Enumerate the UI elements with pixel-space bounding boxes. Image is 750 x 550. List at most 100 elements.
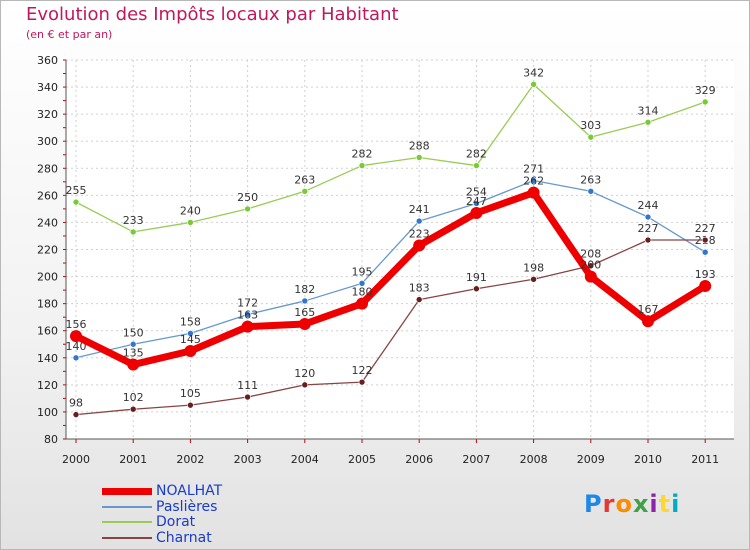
data-label: 156 <box>66 318 87 331</box>
data-label: 208 <box>580 248 601 261</box>
data-point <box>127 358 140 371</box>
data-point <box>358 280 366 287</box>
legend-label-dorat: Dorat <box>156 514 196 530</box>
data-point <box>644 213 652 221</box>
data-point <box>699 280 712 293</box>
data-label: 145 <box>180 333 201 346</box>
data-point <box>642 315 654 328</box>
y-tick-label: 240 <box>37 216 58 229</box>
data-label: 240 <box>180 204 201 217</box>
data-point <box>701 98 709 106</box>
data-label: 241 <box>409 203 430 216</box>
data-label: 303 <box>580 119 601 132</box>
y-tick-label: 220 <box>37 244 58 257</box>
x-tick-label: 2008 <box>520 453 548 466</box>
data-point <box>701 248 709 256</box>
data-label: 193 <box>695 268 716 281</box>
data-point <box>587 133 595 141</box>
legend-item-charnat: Charnat <box>102 530 212 546</box>
y-tick-label: 180 <box>37 298 58 311</box>
data-label: 105 <box>180 387 201 400</box>
data-label: 263 <box>294 173 315 186</box>
logo-letter: i <box>649 490 659 518</box>
data-label: 135 <box>123 347 144 360</box>
y-tick-label: 100 <box>37 406 58 419</box>
x-tick-label: 2003 <box>234 453 262 466</box>
legend-swatch-paslieres <box>102 506 152 508</box>
legend-label-charnat: Charnat <box>156 530 212 546</box>
legend-swatch-noalhat <box>102 487 152 495</box>
data-label: 247 <box>466 195 487 208</box>
series-line-noalhat <box>72 189 709 369</box>
data-point <box>187 401 194 409</box>
data-label: 282 <box>352 148 373 161</box>
data-point <box>530 81 537 88</box>
data-point <box>70 330 82 343</box>
data-point <box>530 275 537 283</box>
data-point <box>584 270 597 283</box>
logo-letter: t <box>658 490 672 518</box>
data-point <box>415 217 423 225</box>
data-point <box>129 405 137 413</box>
data-label: 227 <box>695 222 716 235</box>
data-point <box>701 236 709 244</box>
data-point <box>644 236 652 244</box>
data-point <box>358 378 366 386</box>
data-label: 282 <box>466 148 487 161</box>
y-tick-label: 360 <box>37 54 58 67</box>
data-point <box>129 340 137 348</box>
legend-item-paslieres: Paslières <box>102 499 217 515</box>
data-point <box>129 228 137 236</box>
data-point <box>473 200 480 207</box>
data-label: 140 <box>66 340 87 353</box>
data-label: 198 <box>523 261 544 274</box>
data-label: 200 <box>580 259 601 272</box>
data-label: 183 <box>409 282 430 295</box>
legend-item-noalhat: NOALHAT <box>102 483 222 499</box>
y-tick-label: 280 <box>37 162 58 175</box>
data-label: 98 <box>69 397 83 410</box>
data-point <box>644 118 652 126</box>
y-tick-label: 300 <box>37 135 58 148</box>
data-point <box>244 393 251 401</box>
data-point <box>184 345 197 358</box>
legend-swatch-dorat <box>102 521 152 523</box>
legend-label-noalhat: NOALHAT <box>156 483 223 499</box>
data-label: 167 <box>638 303 659 316</box>
data-point <box>415 154 423 161</box>
data-point <box>356 297 368 310</box>
x-tick-label: 2011 <box>691 453 719 466</box>
data-point <box>415 296 423 303</box>
data-point <box>298 317 311 330</box>
data-label: 172 <box>237 296 258 309</box>
data-label: 223 <box>409 227 430 240</box>
y-tick-label: 140 <box>37 352 58 365</box>
x-tick-label: 2006 <box>405 453 433 466</box>
data-label: 122 <box>352 364 373 377</box>
y-tick-label: 260 <box>37 189 58 202</box>
logo-letter: r <box>602 490 616 518</box>
x-tick-label: 2007 <box>462 453 490 466</box>
data-label: 165 <box>294 306 315 319</box>
x-tick-label: 2005 <box>348 453 376 466</box>
logo-letter: o <box>615 490 633 518</box>
data-label: 271 <box>523 162 544 175</box>
data-label: 233 <box>123 214 144 227</box>
data-label: 227 <box>638 222 659 235</box>
data-label: 342 <box>523 66 544 79</box>
y-tick-label: 320 <box>37 108 58 121</box>
chart-title: Evolution des Impôts locaux par Habitant <box>26 4 399 25</box>
data-point <box>530 177 537 184</box>
y-tick-label: 340 <box>37 81 58 94</box>
data-label: 250 <box>237 191 258 204</box>
data-point <box>244 311 251 318</box>
data-point <box>587 187 595 195</box>
y-tick-label: 80 <box>44 433 58 446</box>
series-line-paslières <box>75 179 706 359</box>
data-label: 163 <box>237 309 258 322</box>
data-point <box>527 186 540 199</box>
x-tick-label: 2009 <box>577 453 605 466</box>
data-label: 263 <box>580 173 601 186</box>
series-line-dorat <box>75 83 706 233</box>
legend-swatch-charnat <box>102 537 152 539</box>
